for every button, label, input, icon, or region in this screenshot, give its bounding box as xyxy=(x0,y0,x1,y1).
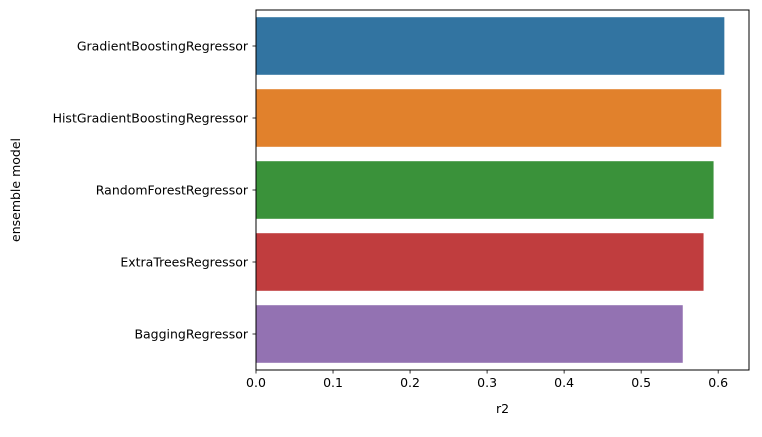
x-tick-label: 0.1 xyxy=(323,375,343,390)
x-axis-label: r2 xyxy=(496,401,509,416)
bar-extratreesregressor xyxy=(256,233,704,291)
x-tick-label: 0.2 xyxy=(400,375,420,390)
x-tick-label: 0.4 xyxy=(554,375,574,390)
y-tick-label-extratreesregressor: ExtraTreesRegressor xyxy=(120,255,249,270)
bar-histgradientboostingregressor xyxy=(256,89,722,147)
y-tick-label-gradientboostingregressor: GradientBoostingRegressor xyxy=(77,39,249,54)
bars-group xyxy=(256,17,725,363)
x-tick-label: 0.5 xyxy=(631,375,651,390)
y-tick-label-randomforestregressor: RandomForestRegressor xyxy=(96,183,249,198)
bar-baggingregressor xyxy=(256,305,683,363)
y-axis-ticks: GradientBoostingRegressor HistGradientBoo… xyxy=(53,39,256,342)
x-axis-ticks: 0.0 0.1 0.2 0.3 0.4 0.5 0.6 xyxy=(246,370,728,390)
plot-frame xyxy=(255,9,750,371)
x-tick-label: 0.6 xyxy=(708,375,728,390)
x-tick-label: 0.0 xyxy=(246,375,266,390)
y-tick-label-baggingregressor: BaggingRegressor xyxy=(134,327,248,342)
bar-randomforestregressor xyxy=(256,161,714,219)
bar-gradientboostingregressor xyxy=(256,17,725,75)
x-tick-label: 0.3 xyxy=(477,375,497,390)
y-axis-label: ensemble model xyxy=(8,138,23,242)
y-tick-label-histgradientboostingregressor: HistGradientBoostingRegressor xyxy=(53,111,249,126)
